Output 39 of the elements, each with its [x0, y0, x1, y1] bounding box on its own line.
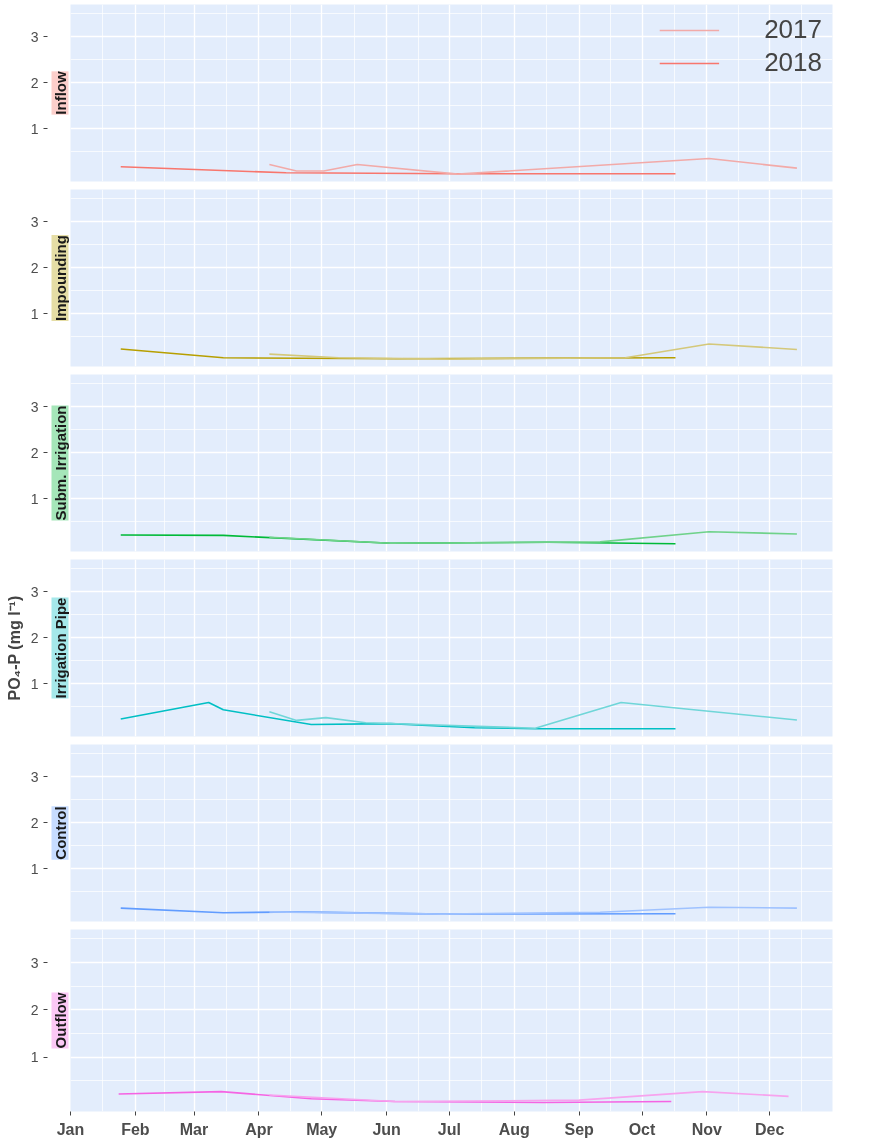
y-tick-label: 3: [30, 954, 39, 971]
y-tick-label: 2: [30, 1001, 39, 1018]
y-tick-label: 2: [30, 74, 39, 91]
y-tick-label: 1: [30, 120, 39, 137]
y-tick-label: 1: [30, 490, 39, 507]
y-tick-label: 3: [30, 768, 39, 785]
y-tick-label: 3: [30, 213, 39, 230]
x-tick-label: Oct: [628, 1120, 657, 1138]
text: Control: [51, 806, 69, 860]
x-tick-label: May: [306, 1120, 338, 1138]
text: Outflow: [51, 992, 69, 1049]
y-tick-label: 2: [30, 629, 39, 646]
x-tick-label: Jul: [437, 1120, 461, 1138]
y-tick-label: 3: [30, 583, 39, 600]
x-tick-label: Sep: [564, 1120, 595, 1138]
y-tick-label: 3: [30, 398, 39, 415]
legend-label: 2017: [764, 14, 822, 45]
y-tick-label: 2: [30, 444, 39, 461]
x-tick-label: Feb: [121, 1120, 150, 1138]
text: Inflow: [51, 71, 69, 115]
y-axis-title: PO₄-P (mg l⁻¹): [5, 595, 23, 701]
x-tick-label: Dec: [755, 1120, 785, 1138]
text: Impounding: [51, 235, 69, 321]
x-tick-label: Jun: [372, 1120, 401, 1138]
text: Irrigation Pipe: [51, 597, 69, 699]
y-tick-label: 2: [30, 814, 39, 831]
x-tick-label: Jan: [56, 1120, 85, 1138]
text: Subm. Irrigation: [51, 405, 69, 521]
x-tick-label: Aug: [498, 1120, 530, 1138]
x-tick-label: Mar: [179, 1120, 209, 1138]
legend-label: 2018: [764, 47, 822, 78]
x-tick-label: Apr: [245, 1120, 273, 1138]
y-tick-label: 3: [30, 28, 39, 45]
y-tick-label: 1: [30, 675, 39, 692]
y-tick-label: 1: [30, 1049, 39, 1066]
y-tick-label: 1: [30, 860, 39, 877]
x-tick-label: Nov: [691, 1120, 723, 1138]
y-tick-label: 1: [30, 305, 39, 322]
y-tick-label: 2: [30, 259, 39, 276]
